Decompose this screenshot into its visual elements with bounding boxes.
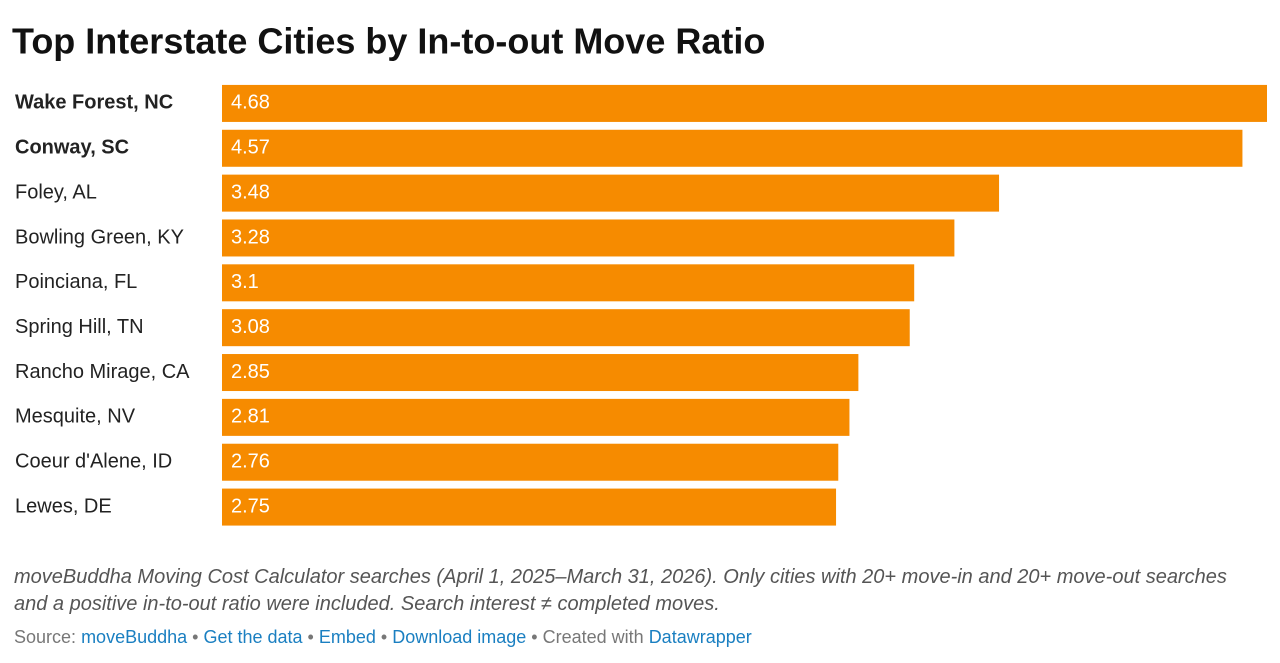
category-label: Spring Hill, TN (15, 316, 144, 338)
category-label: Mesquite, NV (15, 406, 136, 428)
bar (222, 309, 910, 347)
bar (222, 398, 850, 436)
category-label: Rancho Mirage, CA (15, 361, 190, 383)
chart: Top Interstate Cities by In-to-out Move … (12, 21, 1267, 526)
category-label: Bowling Green, KY (15, 226, 184, 248)
credit-label: Created with (542, 627, 644, 647)
source-line: Source: moveBuddha • Get the data • Embe… (14, 627, 752, 647)
notes: moveBuddha Moving Cost Calculator search… (14, 566, 1227, 615)
bar (222, 84, 1267, 122)
value-label: 4.57 (231, 137, 270, 159)
value-label: 2.85 (231, 361, 270, 383)
source-label: Source: (14, 627, 77, 647)
bar (222, 354, 859, 392)
value-label: 2.75 (231, 495, 270, 517)
bar (222, 443, 839, 481)
category-label: Wake Forest, NC (15, 92, 173, 114)
value-label: 2.76 (231, 451, 270, 473)
bar (222, 174, 1000, 212)
credit-link[interactable]: Datawrapper (648, 627, 752, 647)
value-label: 3.48 (231, 181, 270, 203)
footer-link[interactable]: Download image (392, 627, 527, 647)
category-label: Coeur d'Alene, ID (15, 451, 172, 473)
value-label: 3.1 (231, 271, 259, 293)
bar (222, 264, 915, 302)
bar (222, 488, 837, 526)
chart-title: Top Interstate Cities by In-to-out Move … (12, 21, 765, 62)
bar (222, 219, 955, 257)
source-link[interactable]: moveBuddha (81, 627, 188, 647)
value-label: 3.28 (231, 226, 270, 248)
category-label: Conway, SC (15, 137, 129, 159)
links: • Get the data • Embed • Download image (192, 627, 527, 647)
footer-link[interactable]: Embed (318, 627, 376, 647)
category-label: Lewes, DE (15, 495, 112, 517)
category-label: Poinciana, FL (15, 271, 137, 293)
value-label: 3.08 (231, 316, 270, 338)
category-label: Foley, AL (15, 181, 97, 203)
value-label: 2.81 (231, 406, 270, 428)
bar (222, 129, 1243, 167)
footer-link[interactable]: Get the data (203, 627, 303, 647)
value-label: 4.68 (231, 92, 270, 114)
